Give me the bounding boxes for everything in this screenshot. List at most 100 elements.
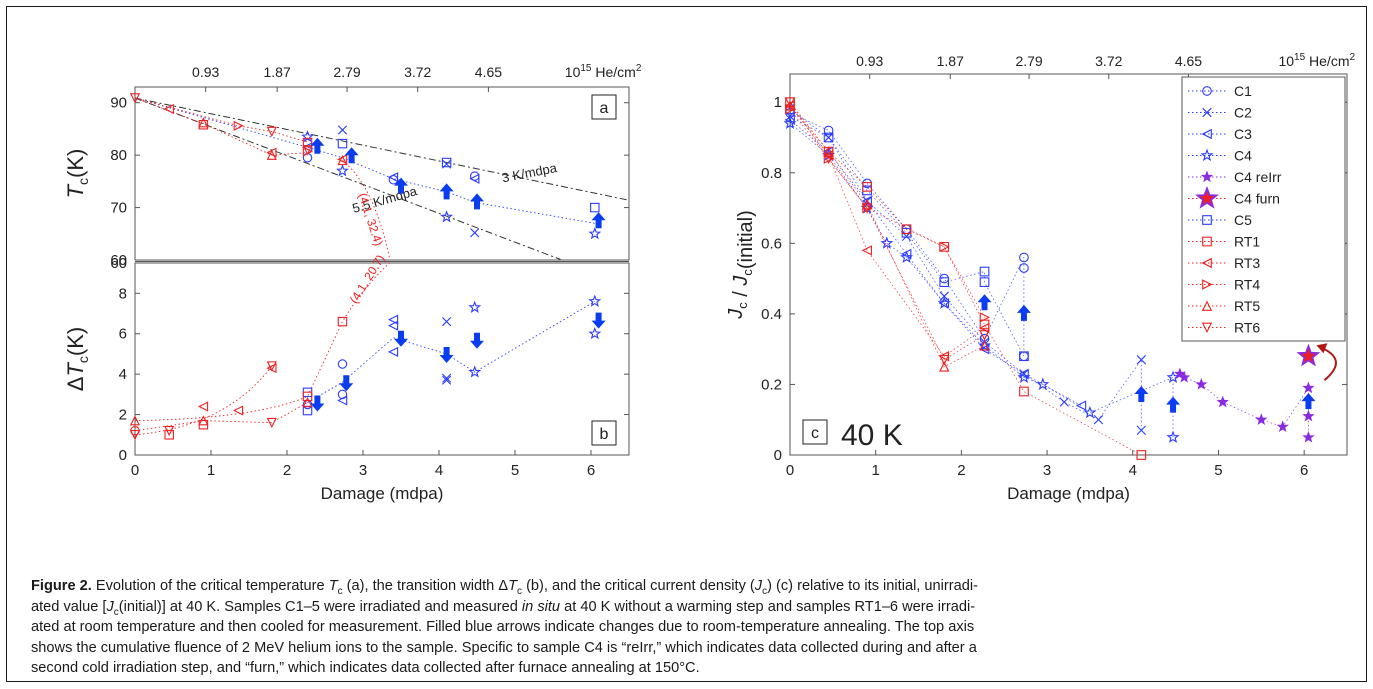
caption-text-12: J xyxy=(106,598,114,615)
panel-b-C-point-5 xyxy=(337,395,348,406)
panel-a-anneal-arrows-point-1 xyxy=(344,147,359,164)
panel-b-xtick-label-5: 5 xyxy=(511,462,519,479)
panel-b-anneal-arrows-point-3 xyxy=(439,346,454,363)
panel-c-furnace-curve xyxy=(1322,347,1337,381)
panel-c-anneal-point-2 xyxy=(1134,386,1149,403)
legend-marker-8 xyxy=(1201,257,1212,269)
panel-c-rt3-point-2 xyxy=(861,245,872,256)
panel-c-rt5-point-2 xyxy=(861,198,873,210)
caption-text-15: in situ xyxy=(521,598,561,615)
panel-c-c4-point-8 xyxy=(1036,377,1050,390)
panel-c-c5-point-6 xyxy=(979,277,990,287)
panel-c-line-8 xyxy=(789,105,985,357)
panel-c-anneal-point-3 xyxy=(1166,396,1181,413)
panel-a-C-point-12 xyxy=(469,173,480,184)
panel-c-c5-point-5 xyxy=(979,266,990,277)
panel-c-line-11 xyxy=(789,101,985,361)
panel-b-RT-point-9 xyxy=(266,361,277,372)
caption-text-1: T xyxy=(328,578,338,594)
panel-a-C-point-15 xyxy=(588,227,602,240)
legend-marker-9 xyxy=(1202,279,1213,290)
panel-c-c4-reirr-point-5 xyxy=(1276,420,1289,433)
panel-a-frame xyxy=(134,86,630,261)
panel-c-c4-point-4 xyxy=(900,250,914,263)
panel-c-ytick-label-4: 0.8 xyxy=(761,165,782,182)
legend-label-1: C2 xyxy=(1234,105,1252,121)
panel-a-anneal-arrows-point-2 xyxy=(394,177,408,194)
panel-c-rt6-point-2 xyxy=(861,203,873,214)
panel-c-xtick-label-0: 0 xyxy=(786,462,794,479)
panel-b-RT-point-13 xyxy=(302,397,313,408)
panel-c-c4-reirr-point-7 xyxy=(1302,409,1315,422)
panel-b-anneal-arrows-point-0 xyxy=(310,395,325,412)
panel-c-c4-point-7 xyxy=(1017,370,1031,383)
legend-marker-2 xyxy=(1201,128,1212,140)
panel-a-RT-point-7 xyxy=(266,149,277,160)
panel-c-label-box xyxy=(802,419,828,445)
panel-c-rt1-point-2 xyxy=(862,182,872,192)
panel-c-top-unit: 1015 He/cm2 xyxy=(1278,52,1355,69)
panel-c-rt4-point-4 xyxy=(979,312,991,323)
panel-b-C-point-11 xyxy=(442,375,452,385)
panel-b-C-point-6 xyxy=(387,314,399,325)
panel-b-RT-point-2 xyxy=(130,425,140,436)
panel-a-top-axis-label-1: 1.87 xyxy=(263,64,290,80)
panel-a-C-point-14 xyxy=(590,202,600,213)
panel-c-furnace-arrowhead xyxy=(1316,343,1328,354)
panel-b-anneal-arrows-point-5 xyxy=(591,312,606,329)
panel-c-rt4-point-1 xyxy=(823,153,835,164)
panel-a-ytick-label-3: 90 xyxy=(110,95,127,112)
legend-label-6: C5 xyxy=(1234,212,1252,228)
panel-a-red-excursion xyxy=(342,160,391,259)
legend-marker-10 xyxy=(1201,300,1213,311)
panel-c-frame xyxy=(789,73,1348,456)
panel-b-xtick-label-1: 1 xyxy=(207,462,215,479)
panel-c-c1-point-1 xyxy=(823,125,834,136)
panel-c-ytick-label-2: 0.4 xyxy=(761,306,782,323)
panel-b-xtick-label-6: 6 xyxy=(587,462,595,479)
panel-b-RT-point-11 xyxy=(266,417,277,429)
panel-c-anneal-point-1 xyxy=(1016,304,1031,321)
panel-c-c5-point-7 xyxy=(1019,351,1029,362)
panel-c-xtick-label-4: 4 xyxy=(1129,462,1137,479)
panel-a-RT-point-8 xyxy=(302,137,313,148)
panel-b-C-point-7 xyxy=(387,320,399,331)
panel-a-RT-point-12 xyxy=(337,154,348,166)
panel-b-C-point-8 xyxy=(387,346,399,358)
panel-b-C-point-13 xyxy=(468,365,482,378)
panel-a-anneal-arrows-point-4 xyxy=(470,193,484,210)
caption-text-8: c xyxy=(762,585,768,597)
panel-a-RT-point-3 xyxy=(198,119,209,130)
panel-c-rt4-point-3 xyxy=(939,241,950,253)
caption-text-0: Evolution of the critical temperature xyxy=(91,578,329,594)
caption-text-5: c xyxy=(517,585,523,597)
panel-a-RT-point-5 xyxy=(266,126,277,137)
panel-a-guide-0 xyxy=(134,97,630,201)
caption-text-18: ated at room temperature and then cooled… xyxy=(31,619,975,635)
caption-text-7: J xyxy=(754,578,763,594)
panel-a-RT-point-10 xyxy=(302,145,313,156)
panel-c-top-axis: 0.93 1.87 2.79 3.72 4.65 1015 He/cm2 xyxy=(856,52,1355,79)
caption-text-16: at 40 K without a warming step and sampl… xyxy=(560,598,976,615)
caption-text-13: c xyxy=(113,606,119,618)
panel-a-C-point-13 xyxy=(470,228,480,238)
panel-b-xtick-label-0: 0 xyxy=(131,462,139,479)
panel-a-ylabel: Tc(K) xyxy=(63,149,91,199)
caption-label: Figure 2. xyxy=(31,578,92,594)
panel-c-rt5-point-3 xyxy=(939,361,950,372)
panel-c-xlabel: Damage (mdpa) xyxy=(1007,484,1130,503)
panel-c-ylabel: Jc / Jc(initial) xyxy=(725,210,757,320)
panel-c-c4-reirr-point-6 xyxy=(1302,381,1315,394)
panel-c: 0.93 1.87 2.79 3.72 4.65 1015 He/cm2 0 0.2 0.4 0.… xyxy=(725,52,1355,503)
panel-a-anneal-arrows-point-3 xyxy=(439,183,454,200)
panel-c-line-6 xyxy=(789,108,1025,357)
panel-b-ylabel: ΔTc(K) xyxy=(63,327,91,391)
panel-c-label: c xyxy=(811,425,819,442)
caption-text-4: T xyxy=(508,578,518,594)
legend-label-0: C1 xyxy=(1234,83,1252,99)
panel-c-c4-point-11 xyxy=(1166,430,1180,443)
panel-a-top-axis: 0.93 1.87 2.79 3.72 4.65 1015 He/cm2 xyxy=(192,63,642,80)
figure-caption: Figure 2. Evolution of the critical temp… xyxy=(31,576,1361,679)
panel-b-C-point-15 xyxy=(588,326,602,340)
panel-c-c4-reirr-point-4 xyxy=(1255,413,1268,425)
